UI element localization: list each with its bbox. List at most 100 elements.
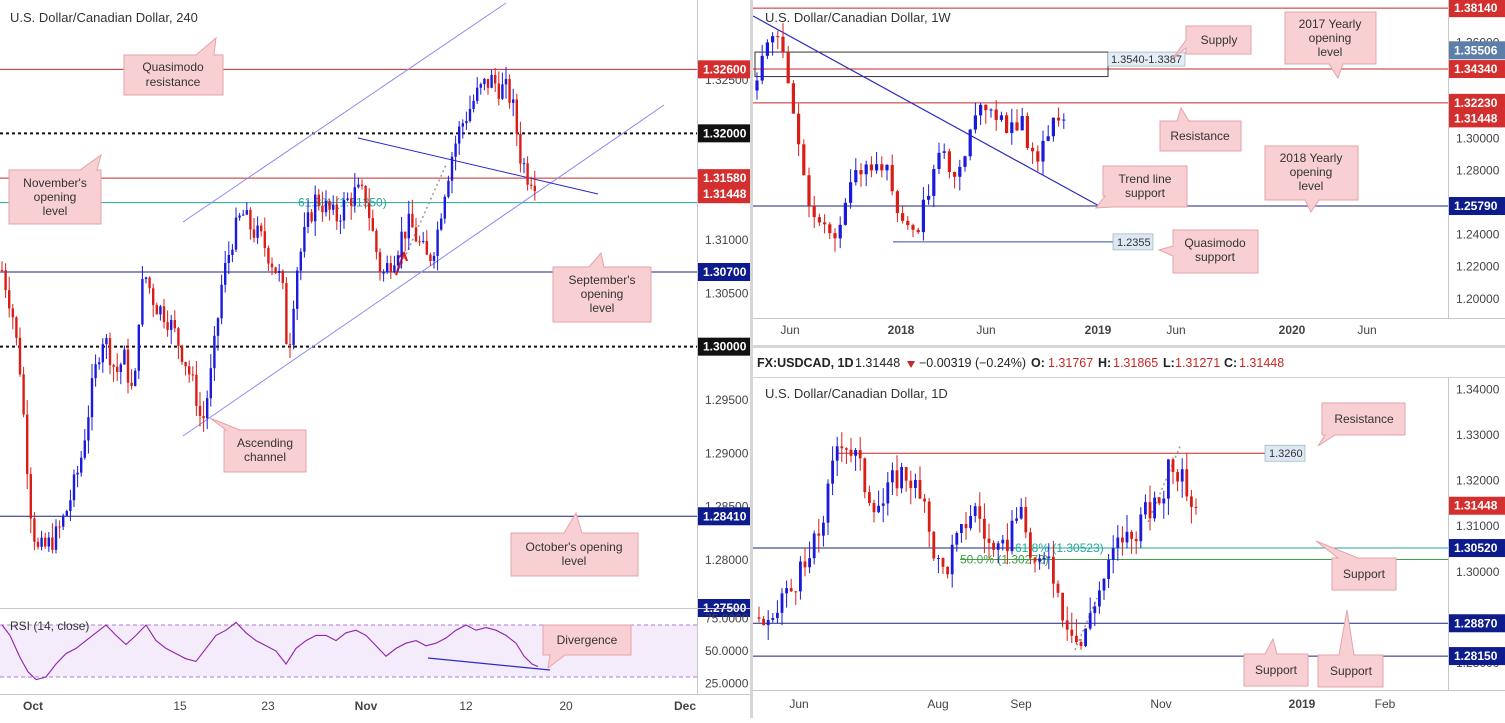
weekly-chart-svg[interactable]: 1.2355 1.3540-1.3387 1.360001.300001.280… [753,0,1505,345]
weekly-candle-0 [755,81,758,91]
h4-candle-29 [105,338,107,344]
daily-candle-31 [900,467,903,488]
callout-2017-l3: level [1318,45,1343,59]
daily-x-tick-2: Sep [1010,697,1032,711]
weekly-candle-31 [917,230,920,232]
h4-level-price-6: 1.28410 [703,509,747,523]
weekly-price-axis: 1.360001.300001.280001.240001.220001.200… [1449,0,1505,318]
h4-candle-37 [134,371,136,386]
h4-candle-39 [141,279,143,325]
daily-candle-51 [992,543,995,550]
h4-candle-25 [91,378,93,417]
weekly-candle-33 [927,196,930,200]
daily-symbol: FX:USDCAD, 1D [757,356,854,370]
h4-candle-89 [321,206,323,213]
weekly-candle-49 [1010,122,1013,133]
callout-quasimodo-support-l1: Quasimodo [1184,236,1246,250]
h4-candle-134 [483,79,485,84]
h4-x-tick-0: Oct [23,699,43,713]
h4-last-price: 1.31448 [703,187,747,201]
weekly-candle-26 [891,165,894,191]
weekly-candle-6 [787,52,790,83]
h4-candle-145 [523,163,525,164]
weekly-candle-15 [833,233,836,238]
daily-candle-47 [974,506,977,516]
daily-close-label: C: [1224,356,1237,370]
chart-panel-daily[interactable]: FX:USDCAD, 1D 1.31448 −0.00319 (−0.24%) … [753,348,1505,718]
weekly-candle-4 [776,36,779,37]
daily-dotted-trend-1 [1148,444,1181,522]
h4-candle-137 [494,75,496,84]
h4-candle-24 [87,417,89,440]
h4-fib-label: 61.8% (1.31350) [298,196,387,210]
daily-candle-60 [1034,558,1037,562]
weekly-level-price-3: 1.32230 [1454,96,1498,110]
h4-candle-109 [393,265,395,271]
chart-panel-weekly[interactable]: 1.2355 1.3540-1.3387 1.360001.300001.280… [753,0,1505,345]
h4-candle-92 [332,205,334,210]
daily-y-tick-3: 1.31000 [1456,519,1500,533]
daily-candle-33 [909,481,912,488]
h4-candle-40 [145,277,147,279]
callout-october-l1: October's opening [525,540,622,554]
callout-quasimodo-resistance-l1: Quasimodo [142,60,204,74]
h4-y-tick-3: 1.29500 [705,393,749,407]
daily-candle-88 [1162,499,1165,504]
h4-candle-21 [76,473,78,475]
h4-candle-79 [285,283,287,344]
daily-candle-52 [997,543,1000,549]
daily-candle-89 [1167,459,1170,498]
weekly-candle-45 [989,110,992,111]
weekly-candle-13 [823,222,826,224]
daily-candle-65 [1057,584,1060,593]
h4-x-tick-2: 23 [261,699,275,713]
daily-candle-93 [1185,469,1188,496]
h4-candle-20 [73,474,75,500]
h4-price-axis: 1.325001.310001.305001.295001.290001.285… [698,0,751,694]
h4-candle-16 [58,526,60,527]
daily-candle-43 [955,533,958,545]
h4-candle-135 [487,79,489,88]
h4-level-price-1: 1.32000 [703,126,747,140]
weekly-candle-57 [1052,118,1055,137]
h4-candle-138 [498,83,500,98]
callout-october-l2: level [562,554,587,568]
h4-candle-62 [224,263,226,285]
weekly-candle-17 [844,203,847,225]
daily-candle-1 [762,619,765,625]
h4-chart-svg[interactable]: 61.8% (1.31350) 1.325001.310001.305001.2… [0,0,750,718]
weekly-candle-27 [896,191,899,213]
callout-2018-l3: level [1299,179,1324,193]
daily-candle-91 [1176,472,1179,481]
daily-candle-11 [808,558,811,567]
callout-november-l1: November's [23,176,87,190]
h4-candle-126 [454,144,456,157]
daily-candle-49 [983,519,986,539]
h4-candle-146 [526,163,528,185]
daily-chart-svg[interactable]: FX:USDCAD, 1D 1.31448 −0.00319 (−0.24%) … [753,348,1505,718]
daily-candle-55 [1011,521,1014,551]
h4-candle-46 [166,322,168,330]
h4-candle-104 [375,231,377,252]
callout-september-l3: level [590,301,615,315]
weekly-candle-20 [859,170,862,174]
daily-candle-36 [923,499,926,502]
weekly-candle-59 [1062,120,1065,121]
h4-candle-99 [357,185,359,188]
weekly-candle-48 [1005,115,1008,133]
daily-candle-40 [942,558,945,567]
weekly-candle-2 [766,42,769,55]
daily-candle-82 [1135,539,1138,541]
h4-candle-70 [253,229,255,237]
weekly-candle-41 [969,130,972,157]
h4-candle-77 [278,271,280,273]
h4-candle-23 [84,440,86,457]
callout-september-l2: opening [581,287,624,301]
daily-candle-25 [873,503,876,512]
h4-candle-147 [530,185,532,186]
h4-candle-42 [152,288,154,305]
down-arrow-icon [907,361,915,368]
daily-candle-7 [790,588,793,591]
weekly-candle-32 [922,200,925,232]
